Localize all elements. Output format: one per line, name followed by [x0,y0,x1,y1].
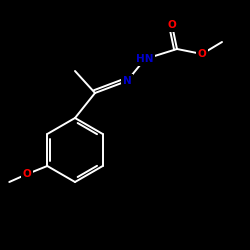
Text: O: O [23,169,32,179]
Text: N: N [122,76,132,86]
Text: O: O [168,20,176,30]
Text: HN: HN [136,54,154,64]
Text: O: O [198,49,206,59]
